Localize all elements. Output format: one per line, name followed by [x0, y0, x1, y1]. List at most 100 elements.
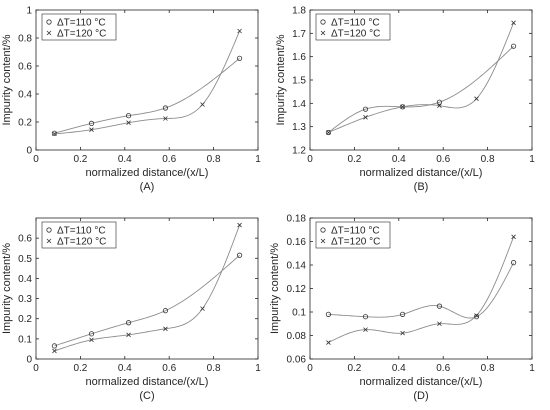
y-tick-label: 0.1 [18, 334, 32, 345]
panel-label: (D) [413, 390, 428, 402]
series-line [54, 57, 240, 134]
y-tick-label: 0.8 [18, 34, 32, 45]
data-point-cross [89, 127, 94, 132]
series-line [54, 224, 240, 352]
x-tick-label: 0 [33, 363, 39, 374]
x-tick-label: 0 [307, 154, 313, 165]
data-point-cross [326, 340, 331, 345]
data-point-cross [363, 115, 368, 120]
x-tick-label: 0.8 [481, 363, 495, 374]
y-tick-label: 0.14 [287, 261, 307, 272]
y-axis-label: Impurity content/% [1, 243, 13, 334]
x-tick-label: 0.2 [347, 154, 361, 165]
legend-label: ΔT=120 °C [331, 237, 380, 248]
y-tick-label: 0.1 [292, 308, 306, 319]
chart-panel: 0 0.2 0.4 0.6 0.8 1 0.06 0.08 0.1 0.12 0.14 0.16 0.1… [269, 214, 535, 403]
x-tick-label: 0.8 [207, 363, 221, 374]
x-tick-label: 0.4 [118, 363, 132, 374]
data-point-cross [52, 348, 57, 354]
chart-panel: 0 0.2 0.4 0.6 0.8 1 0 0.1 0.2 0.3 0.4 0.5 0.6 normali… [1, 217, 261, 402]
y-tick-label: 0.18 [287, 214, 307, 225]
legend-marker-circle [46, 19, 52, 25]
x-tick-label: 0.2 [73, 154, 87, 165]
data-point-circle [162, 308, 169, 314]
x-tick-label: 0.8 [207, 154, 221, 165]
series-line [328, 236, 514, 343]
y-tick-label: 1.2 [292, 146, 306, 157]
data-point-cross [237, 222, 242, 228]
data-point-circle [236, 252, 243, 258]
chart-panel: 0 0.2 0.4 0.6 0.8 1 0 0.2 0.4 0.6 0.8 1 normalized d… [1, 6, 261, 194]
legend-label: ΔT=110 °C [331, 18, 380, 29]
data-point-circle [362, 106, 369, 112]
legend-label: ΔT=110 °C [57, 226, 106, 237]
data-point-circle [125, 113, 132, 119]
data-point-circle [436, 99, 443, 105]
y-tick-label: 1.4 [292, 99, 306, 110]
data-point-circle [436, 303, 443, 309]
y-axis-label: Impurity content/% [1, 34, 13, 125]
data-point-circle [325, 129, 332, 136]
x-axis-label: normalized distance/(x/L) [360, 167, 483, 179]
series-line [54, 254, 240, 347]
x-axis-label: normalized distance/(x/L) [360, 376, 483, 388]
data-point-cross [200, 102, 205, 107]
data-point-circle [362, 314, 369, 320]
y-tick-label: 1 [26, 6, 32, 17]
y-tick-label: 0.6 [18, 234, 32, 245]
y-tick-label: 0.06 [287, 355, 307, 366]
x-tick-label: 0.8 [481, 154, 495, 165]
y-tick-label: 1.5 [292, 76, 306, 87]
x-tick-label: 1 [255, 363, 261, 374]
legend-marker-circle [46, 227, 52, 233]
series-line [54, 30, 240, 135]
data-point-cross [200, 306, 205, 311]
y-tick-label: 0.16 [287, 237, 307, 248]
data-point-cross [363, 327, 368, 332]
x-tick-label: 0.6 [436, 154, 450, 165]
legend-box [315, 221, 391, 249]
legend-marker-cross [46, 238, 52, 244]
data-point-circle [473, 314, 480, 320]
data-point-cross [437, 321, 442, 327]
data-point-circle [510, 260, 517, 266]
y-tick-label: 1.6 [292, 52, 306, 63]
data-point-cross [511, 234, 516, 240]
y-axis-label: Impurity content/% [269, 243, 281, 334]
x-tick-label: 0.4 [118, 154, 132, 165]
data-point-cross [52, 131, 57, 137]
data-point-cross [511, 20, 516, 26]
legend-label: ΔT=120 °C [57, 29, 106, 40]
legend-box [41, 13, 117, 41]
legend-marker-cross [320, 238, 326, 244]
x-tick-label: 1 [529, 154, 535, 165]
legend-box [41, 221, 117, 249]
panel-label: (A) [140, 181, 155, 193]
data-point-cross [400, 104, 405, 110]
x-tick-label: 0.4 [392, 363, 406, 374]
series-line [328, 45, 514, 133]
data-point-cross [326, 130, 331, 135]
legend-label: ΔT=110 °C [331, 226, 380, 237]
legend-marker-cross [46, 30, 52, 36]
x-axis-label: normalized distance/(x/L) [86, 167, 209, 179]
data-point-circle [399, 311, 406, 317]
legend-box [315, 13, 391, 41]
legend-label: ΔT=110 °C [57, 18, 106, 29]
data-point-cross [163, 116, 168, 121]
data-point-cross [126, 332, 131, 338]
data-point-cross [400, 330, 405, 336]
y-tick-label: 0.4 [18, 274, 32, 285]
legend-label: ΔT=120 °C [331, 29, 380, 40]
data-point-circle [236, 55, 243, 61]
y-tick-label: 1.7 [292, 29, 306, 40]
legend-marker-cross [320, 30, 326, 36]
data-point-cross [163, 326, 168, 332]
data-point-circle [162, 105, 169, 111]
data-point-circle [325, 311, 332, 317]
y-tick-label: 0.12 [287, 284, 307, 295]
data-point-circle [510, 43, 517, 49]
axes-box [35, 9, 259, 151]
x-tick-label: 0 [33, 154, 39, 165]
data-point-circle [125, 320, 132, 326]
